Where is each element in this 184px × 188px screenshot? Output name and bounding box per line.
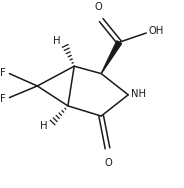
Text: OH: OH (148, 26, 164, 36)
Text: H: H (40, 121, 48, 131)
Text: F: F (0, 68, 6, 78)
Text: O: O (95, 2, 102, 12)
Text: H: H (53, 36, 60, 46)
Text: F: F (0, 93, 6, 104)
Polygon shape (101, 41, 122, 74)
Text: NH: NH (131, 89, 146, 99)
Text: O: O (105, 158, 112, 168)
